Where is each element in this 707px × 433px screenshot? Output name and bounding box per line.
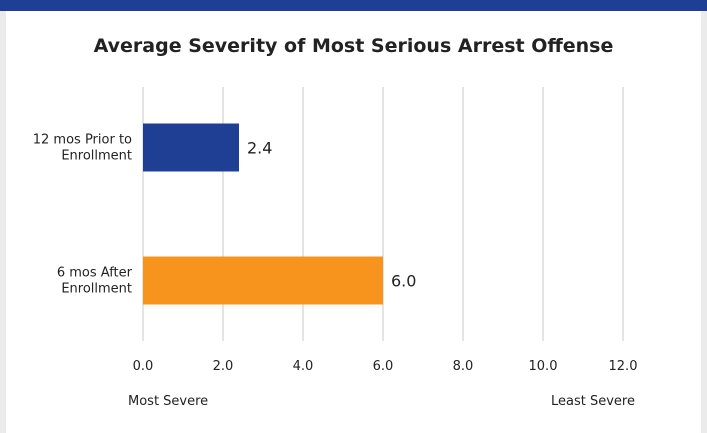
- x-tick-label-6: 12.0: [609, 359, 638, 374]
- category-label-1-line-0: 6 mos After: [57, 266, 133, 281]
- bar-1: [143, 256, 383, 305]
- x-tick-label-5: 10.0: [529, 359, 558, 374]
- chart-title: Average Severity of Most Serious Arrest …: [93, 35, 614, 57]
- axis-note-most-severe: Most Severe: [128, 394, 209, 409]
- top-accent-bar: [0, 0, 707, 11]
- bar-0: [143, 123, 239, 172]
- x-tick-label-2: 4.0: [293, 359, 314, 374]
- data-label-0: 2.4: [247, 139, 272, 158]
- data-label-1: 6.0: [391, 272, 416, 291]
- category-label-1-line-1: Enrollment: [61, 282, 132, 297]
- category-label-0-line-0: 12 mos Prior to: [33, 133, 132, 148]
- chart-panel: Average Severity of Most Serious Arrest …: [6, 11, 701, 433]
- x-tick-label-0: 0.0: [133, 359, 154, 374]
- x-tick-label-4: 8.0: [453, 359, 474, 374]
- bar-chart: 0.0 2.0 4.0 6.0 8.0 10.0 12.0 2.4 12 mos Prior t…: [33, 87, 638, 374]
- category-label-0-line-1: Enrollment: [61, 149, 132, 164]
- x-tick-label-1: 2.0: [213, 359, 234, 374]
- x-tick-label-3: 6.0: [373, 359, 394, 374]
- axis-note-least-severe: Least Severe: [551, 394, 635, 409]
